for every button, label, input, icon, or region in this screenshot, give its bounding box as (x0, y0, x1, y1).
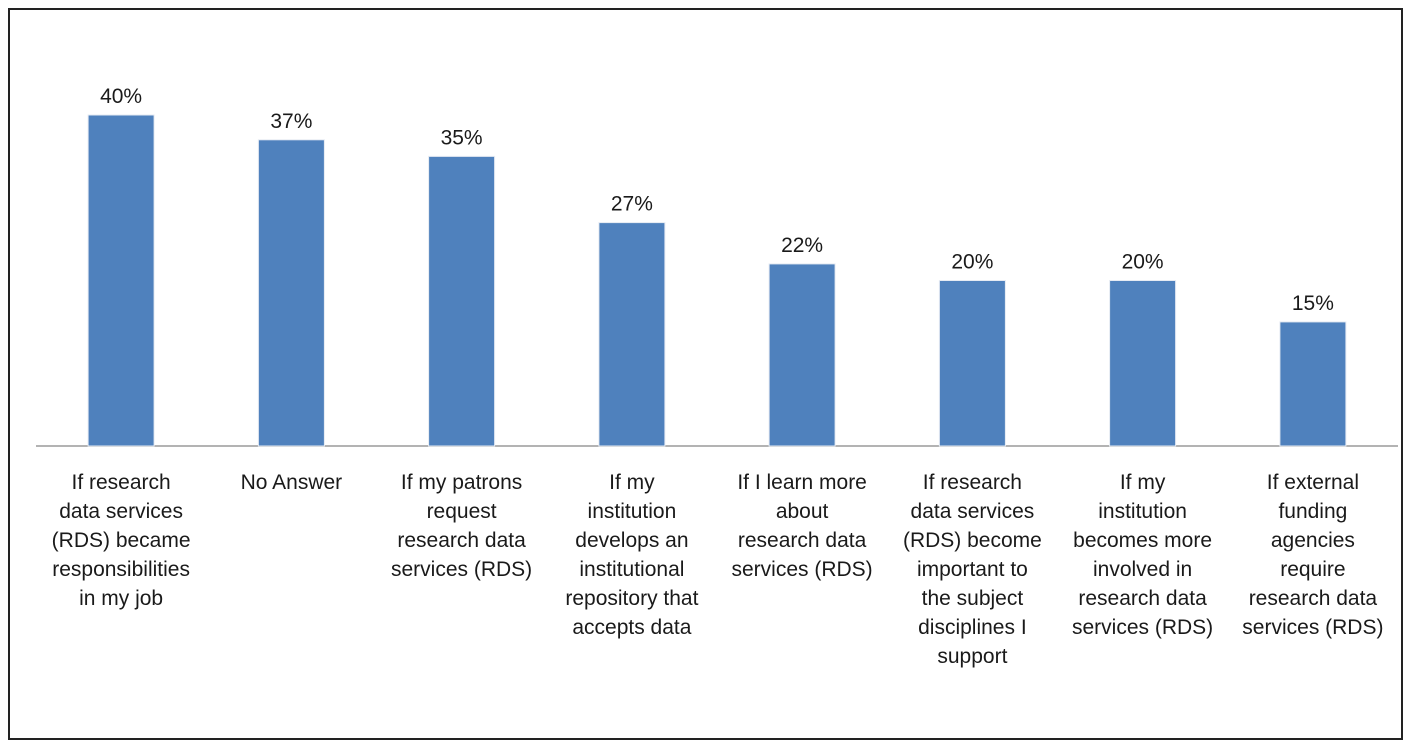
bar (428, 155, 496, 447)
category-label-line: If my patrons (401, 471, 522, 494)
category-label-line: No Answer (241, 471, 343, 494)
category-label-line: data services (59, 500, 183, 523)
category-label: If research data services (RDS) became resp… (52, 471, 191, 610)
category-label: If my institution develops an institutional… (565, 471, 698, 639)
category-label-line: in my job (79, 587, 163, 610)
category-label-line: research data (397, 529, 526, 552)
bar-value-label: 40% (100, 85, 142, 108)
category-label-line: services (RDS) (732, 558, 873, 581)
category-label-line: important to (917, 558, 1028, 581)
category-label-line: require (1280, 558, 1345, 581)
bar-value-label: 37% (270, 110, 312, 133)
category-label-line: (RDS) became (52, 529, 191, 552)
bar (87, 114, 155, 447)
category-label-line: accepts data (572, 616, 691, 639)
category-label-line: research data (738, 529, 867, 552)
category-label-line: If my (609, 471, 655, 494)
category-label-line: agencies (1271, 529, 1355, 552)
category-label: If my institution becomes more involved in r… (1072, 471, 1213, 639)
category-label-line: request (427, 500, 497, 523)
bar-value-label: 22% (781, 234, 823, 257)
bar (768, 263, 836, 447)
bar (598, 222, 666, 447)
category-label-line: support (937, 645, 1007, 668)
category-label-line: services (RDS) (1072, 616, 1213, 639)
category-label-line: disciplines I (918, 616, 1027, 639)
category-label: If external funding agencies require researc… (1242, 471, 1383, 639)
category-label-line: about (776, 500, 829, 523)
category-label-line: If research (923, 471, 1022, 494)
bar (257, 139, 325, 447)
bar-value-label: 20% (951, 251, 993, 274)
category-label-line: If my (1120, 471, 1166, 494)
category-label-line: services (RDS) (391, 558, 532, 581)
category-label-line: institution (588, 500, 677, 523)
category-label-line: funding (1278, 500, 1347, 523)
category-label-line: responsibilities (52, 558, 190, 581)
bar-value-label: 20% (1122, 251, 1164, 274)
category-label-line: involved in (1093, 558, 1192, 581)
category-label: If research data services (RDS) become impo… (903, 471, 1042, 668)
category-label: If my patrons request research data service… (391, 471, 532, 581)
bar (1109, 280, 1177, 447)
category-label-line: the subject (922, 587, 1024, 610)
category-label-line: becomes more (1073, 529, 1212, 552)
category-label-line: If I learn more (737, 471, 867, 494)
category-label-line: If external (1267, 471, 1359, 494)
category-label-line: repository that (565, 587, 698, 610)
category-label-line: data services (911, 500, 1035, 523)
category-label-line: If research (71, 471, 170, 494)
category-label-line: services (RDS) (1242, 616, 1383, 639)
category-label-line: institutional (579, 558, 684, 581)
category-label-line: institution (1098, 500, 1187, 523)
category-label-line: develops an (575, 529, 688, 552)
bar (938, 280, 1006, 447)
category-label-line: research data (1249, 587, 1378, 610)
bar-value-label: 27% (611, 193, 653, 216)
bar-value-label: 35% (441, 126, 483, 149)
bar (1279, 321, 1347, 447)
category-label-line: research data (1078, 587, 1207, 610)
category-label: No Answer (241, 471, 343, 494)
category-label: If I learn more about research data service… (732, 471, 873, 581)
category-label-line: (RDS) become (903, 529, 1042, 552)
bar-value-label: 15% (1292, 292, 1334, 315)
